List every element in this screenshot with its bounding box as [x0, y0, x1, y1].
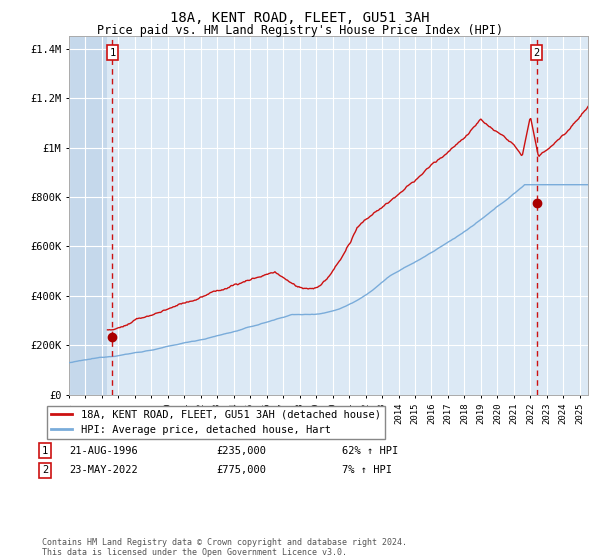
Text: 21-AUG-1996: 21-AUG-1996	[69, 446, 138, 456]
Text: 2: 2	[533, 48, 540, 58]
Text: 1: 1	[109, 48, 116, 58]
Text: 7% ↑ HPI: 7% ↑ HPI	[342, 465, 392, 475]
Text: Contains HM Land Registry data © Crown copyright and database right 2024.
This d: Contains HM Land Registry data © Crown c…	[42, 538, 407, 557]
Text: 1: 1	[42, 446, 48, 456]
Text: 18A, KENT ROAD, FLEET, GU51 3AH: 18A, KENT ROAD, FLEET, GU51 3AH	[170, 11, 430, 25]
Text: Price paid vs. HM Land Registry's House Price Index (HPI): Price paid vs. HM Land Registry's House …	[97, 24, 503, 36]
Text: £775,000: £775,000	[216, 465, 266, 475]
Legend: 18A, KENT ROAD, FLEET, GU51 3AH (detached house), HPI: Average price, detached h: 18A, KENT ROAD, FLEET, GU51 3AH (detache…	[47, 405, 385, 439]
Text: 62% ↑ HPI: 62% ↑ HPI	[342, 446, 398, 456]
Text: 23-MAY-2022: 23-MAY-2022	[69, 465, 138, 475]
Text: 2: 2	[42, 465, 48, 475]
Bar	[69, 36, 107, 395]
Text: £235,000: £235,000	[216, 446, 266, 456]
